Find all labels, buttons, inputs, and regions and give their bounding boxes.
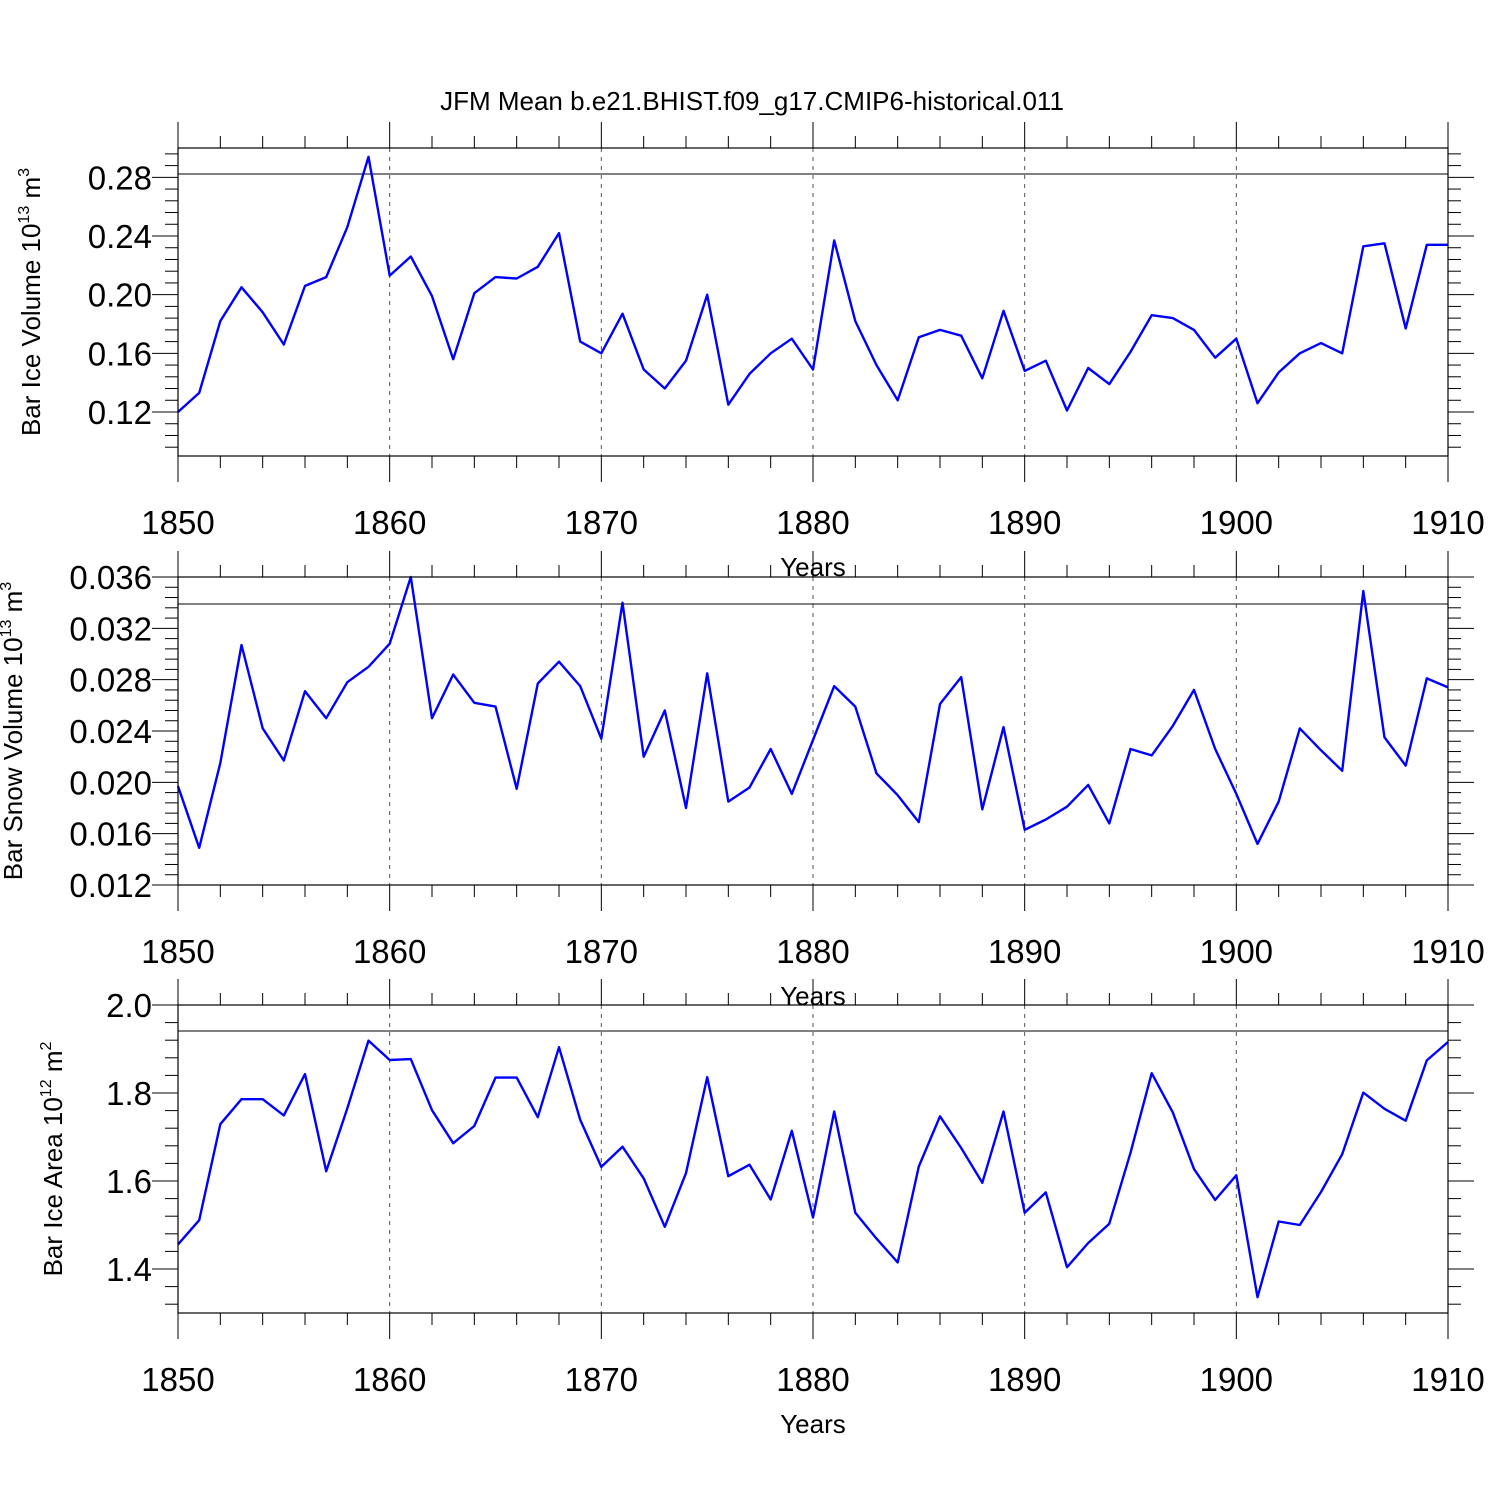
snow-volume-y-unit-tail: m [0, 591, 28, 613]
ice-area-y-tick-label: 1.4 [106, 1251, 152, 1288]
snow-volume-y-tick-label: 0.032 [69, 610, 152, 647]
ice-volume-x-tick-label: 1910 [1411, 504, 1484, 541]
snow-volume-y-unit-tail-exp: 3 [0, 582, 15, 591]
ice-volume-line [177, 155, 1448, 413]
ice-area-x-tick-label: 1860 [353, 1361, 426, 1398]
ice-area-y-tick-label: 1.6 [106, 1163, 152, 1200]
snow-volume-x-tick-label: 1900 [1200, 933, 1273, 970]
ice-area-y-unit-tail-exp: 2 [38, 1041, 55, 1050]
snow-volume-y-axis-title: Bar Snow Volume 1013 m3 [0, 582, 28, 881]
snow-volume-x-tick-label: 1860 [353, 933, 426, 970]
snow-volume-y-tick-label: 0.024 [69, 713, 152, 750]
snow-volume-y-tick-label: 0.020 [69, 764, 152, 801]
snow-volume-y-tick-label: 0.012 [69, 867, 152, 904]
ice-area-y-axis-title: Bar Ice Area 1012 m2 [38, 1041, 68, 1276]
snow-volume-x-tick-label: 1850 [141, 933, 214, 970]
ice-volume-plot-frame [177, 147, 1449, 457]
ice-volume-y-unit-tail-exp: 3 [16, 168, 33, 177]
snow-volume-x-tick-label: 1890 [988, 933, 1061, 970]
snow-volume-plot-frame [177, 576, 1449, 886]
ice-area-x-tick-label: 1880 [776, 1361, 849, 1398]
snow-volume-line [176, 575, 1449, 849]
ice-volume-x-tick-label: 1860 [353, 504, 426, 541]
ice-area-x-tick-label: 1910 [1411, 1361, 1484, 1398]
chart-title: JFM Mean b.e21.BHIST.f09_g17.CMIP6-histo… [440, 86, 1064, 116]
ice-area-x-tick-label: 1850 [141, 1361, 214, 1398]
ice-volume-y-unit-base: 10 [16, 224, 46, 253]
panel-snow-volume: 0.012 0.016 0.020 0.024 0.028 0.032 0.036 1850… [0, 551, 1485, 1011]
snow-volume-y-tick-label: 0.016 [69, 816, 152, 853]
snow-volume-y-tick-label: 0.036 [69, 559, 152, 596]
snow-volume-y-unit-base: 10 [0, 637, 28, 666]
snow-volume-y-label-text: Bar Snow Volume [0, 674, 28, 881]
ice-volume-x-tick-label: 1870 [565, 504, 638, 541]
ice-volume-y-tick-label: 0.16 [88, 335, 152, 372]
ice-area-line [177, 1039, 1449, 1299]
snow-volume-y-tick-label: 0.028 [69, 662, 152, 699]
snow-volume-x-tick-label: 1880 [776, 933, 849, 970]
ice-area-plot-frame [177, 1004, 1449, 1314]
panel-ice-area: 1.4 1.6 1.8 2.0 1850 1860 1870 1880 1890 1900 191… [38, 979, 1485, 1439]
ice-volume-y-tick-label: 0.12 [88, 394, 152, 431]
ice-volume-y-axis-title: Bar Ice Volume 1013 m3 [16, 168, 46, 436]
ice-volume-x-tick-label: 1900 [1200, 504, 1273, 541]
snow-volume-x-tick-label: 1870 [565, 933, 638, 970]
snow-volume-x-tick-label: 1910 [1411, 933, 1484, 970]
ice-area-y-unit-exp: 12 [38, 1079, 55, 1097]
ice-area-x-tick-label: 1870 [565, 1361, 638, 1398]
snow-volume-y-unit-exp: 13 [0, 619, 15, 637]
panel-ice-volume: 0.12 0.16 0.20 0.24 0.28 1850 1860 1870 1880 189… [16, 122, 1485, 582]
ice-volume-y-tick-label: 0.24 [88, 218, 152, 255]
ice-volume-x-tick-label: 1880 [776, 504, 849, 541]
ice-volume-y-unit-tail: m [16, 177, 46, 199]
ice-area-y-tick-label: 2.0 [106, 987, 152, 1024]
ice-volume-x-tick-label: 1850 [141, 504, 214, 541]
ice-area-y-tick-label: 1.8 [106, 1075, 152, 1112]
ice-volume-x-tick-label: 1890 [988, 504, 1061, 541]
ice-volume-y-label-text: Bar Ice Volume [16, 260, 46, 436]
ice-volume-y-unit-exp: 13 [16, 206, 33, 224]
ice-area-x-tick-label: 1890 [988, 1361, 1061, 1398]
ice-volume-y-tick-label: 0.20 [88, 277, 152, 314]
ice-area-y-unit-base: 10 [38, 1097, 68, 1126]
ice-area-x-tick-label: 1900 [1200, 1361, 1273, 1398]
ice-volume-y-tick-label: 0.28 [88, 159, 152, 196]
ice-area-y-unit-tail: m [38, 1050, 68, 1072]
ice-area-x-axis-title: Years [780, 1409, 846, 1439]
ice-area-y-label-text: Bar Ice Area [38, 1133, 68, 1277]
